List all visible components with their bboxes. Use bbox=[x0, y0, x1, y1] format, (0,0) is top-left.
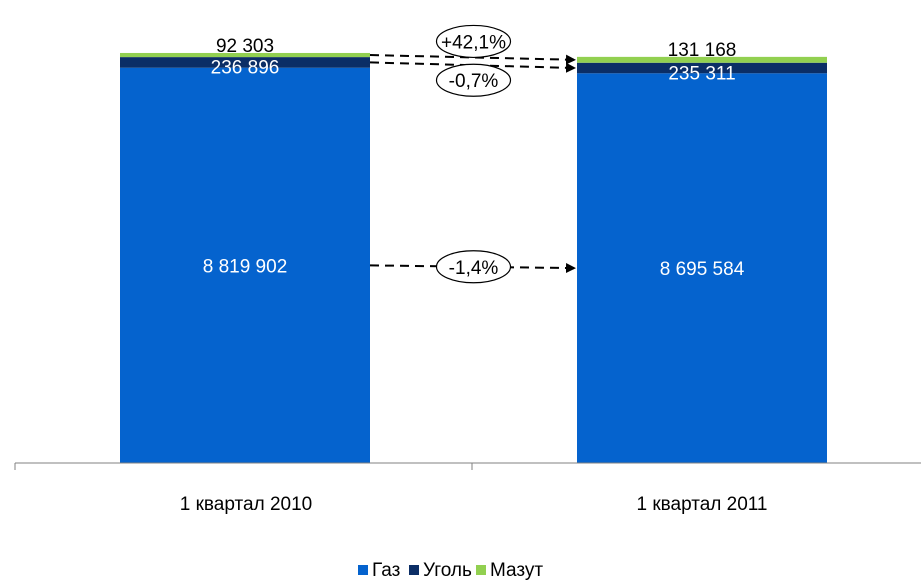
bar-segment-fuel-oil bbox=[577, 56, 827, 63]
bar-segment-gas bbox=[120, 67, 370, 464]
legend-label-gas: Газ bbox=[372, 560, 400, 581]
bar-segment-coal bbox=[577, 62, 827, 74]
change-label-coal: -0,7% bbox=[449, 71, 499, 92]
legend-label-coal: Уголь bbox=[423, 560, 472, 581]
x-axis: 1 квартал 2010 1 квартал 2011 bbox=[14, 462, 921, 515]
data-label-fuel-oil: 92 303 bbox=[216, 36, 274, 57]
data-label-gas: 8 695 584 bbox=[660, 259, 745, 280]
legend-swatch-coal bbox=[409, 565, 419, 575]
change-arrows: +42,1% -0,7% -1,4% bbox=[369, 24, 576, 284]
change-arrow-coal bbox=[369, 61, 576, 73]
change-label-fuel-oil: +42,1% bbox=[441, 32, 506, 53]
bar-segment-fuel-oil bbox=[120, 52, 370, 58]
bar-segment-gas bbox=[577, 73, 827, 464]
change-arrow-gas bbox=[369, 263, 576, 274]
change-label-gas: -1,4% bbox=[449, 258, 499, 279]
legend-label-fuel-oil: Мазут bbox=[490, 560, 543, 581]
x-tick-label: 1 квартал 2011 bbox=[636, 494, 767, 515]
change-arrow-fuel-oil bbox=[369, 54, 576, 65]
x-tick-label: 1 квартал 2010 bbox=[180, 494, 312, 515]
legend-swatch-gas bbox=[358, 565, 368, 575]
change-ellipse-fuel-oil bbox=[435, 24, 512, 59]
data-label-coal: 236 896 bbox=[211, 58, 280, 79]
change-ellipse-coal bbox=[435, 63, 512, 97]
data-label-gas: 8 819 902 bbox=[203, 256, 288, 277]
data-label-coal: 235 311 bbox=[668, 63, 735, 84]
change-ellipse-gas bbox=[435, 250, 512, 284]
legend-swatch-fuel-oil bbox=[476, 565, 486, 575]
legend: Газ Уголь Мазут bbox=[358, 560, 543, 581]
bar-segment-coal bbox=[120, 57, 370, 68]
data-label-fuel-oil: 131 168 bbox=[668, 40, 737, 61]
